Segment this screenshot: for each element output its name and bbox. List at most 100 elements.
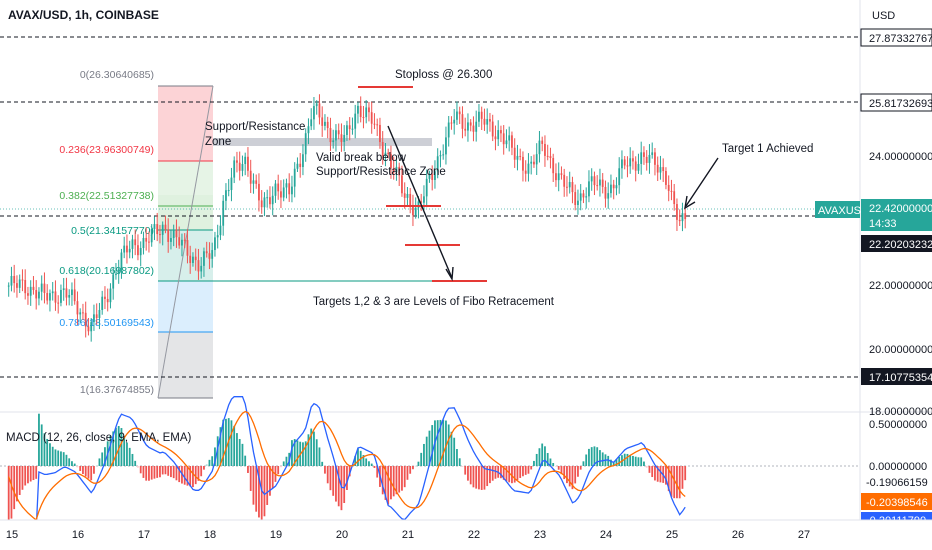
support-resistance-zone[interactable] [213, 138, 432, 146]
candle-body [126, 245, 128, 253]
macd-bar [62, 452, 65, 466]
candle-body [219, 225, 222, 236]
macd-bar [93, 466, 95, 474]
candle-body [337, 130, 340, 135]
fib-label-1: 1(16.37674855) [80, 384, 154, 396]
candle-body [172, 229, 175, 239]
candle-body [626, 165, 629, 167]
candle-body [101, 296, 104, 310]
candle-body [607, 193, 610, 199]
candle-body [533, 161, 535, 165]
candle-body [24, 280, 27, 294]
candle-body [494, 136, 497, 140]
macd-bar [505, 466, 508, 482]
fibonacci-retracement[interactable]: 0(26.30640685) 0.236(23.96300749) 0.382(… [59, 69, 432, 399]
candle-body [109, 288, 112, 303]
horizontal-levels[interactable] [0, 36, 860, 378]
candle-body [593, 176, 596, 186]
time-tick-22: 22 [468, 529, 480, 541]
targets-annotation: Targets 1,2 & 3 are Levels of Fibo Retra… [313, 296, 555, 308]
fib-band-0236-0382 [158, 161, 213, 195]
macd-bar [252, 466, 255, 505]
macd-bar [326, 466, 329, 484]
macd-bar [175, 466, 178, 481]
annotation-arrows[interactable] [387, 125, 719, 282]
candle-body [79, 312, 82, 315]
current-price-label: 22.42000000 [869, 203, 932, 215]
candle-body [247, 156, 249, 171]
breakdown-arrow-line [387, 125, 453, 279]
candle-body [489, 119, 491, 122]
candle-body [142, 237, 145, 249]
candle-body [82, 312, 84, 314]
macd-bar [368, 461, 370, 466]
candle-body [35, 290, 38, 299]
macd-bar [478, 466, 480, 490]
macd-bar [590, 447, 593, 466]
macd-bar [494, 466, 497, 479]
candle-body [21, 279, 24, 281]
candle-body [676, 204, 678, 220]
macd-bar [161, 466, 164, 475]
candle-body [384, 152, 387, 156]
candle-body [307, 126, 310, 134]
fib-label-0786: 0.786(18.50169543) [59, 317, 154, 329]
candle-body [200, 265, 203, 272]
candle-body [667, 184, 670, 191]
macd-bar [392, 466, 395, 497]
candle-body [145, 237, 148, 242]
candle-body [423, 196, 425, 203]
zone-annotation-line1: Support/Resistance [205, 121, 305, 133]
candle-body [357, 105, 359, 114]
macd-bar [205, 464, 208, 466]
macd-bar [197, 466, 200, 481]
macd-bar [126, 442, 128, 466]
candle-body [379, 124, 381, 143]
macd-bar [401, 466, 403, 491]
candle-body [601, 179, 604, 187]
macd-bar [153, 466, 156, 479]
macd-bar [90, 466, 93, 481]
candle-body [161, 224, 164, 235]
macd-bar [145, 466, 148, 481]
macd-bar [340, 466, 343, 511]
macd-bar [428, 430, 431, 466]
candle-body [112, 274, 115, 289]
candle-body [596, 185, 599, 187]
macd-bar [500, 466, 502, 479]
candle-body [192, 256, 194, 263]
candle-body [296, 163, 299, 169]
candle-body [549, 156, 552, 159]
candle-body [486, 119, 489, 125]
time-tick-25: 25 [666, 529, 678, 541]
macd-bar [49, 443, 51, 466]
candle-body [120, 252, 123, 270]
candle-body [68, 295, 71, 298]
candle-body [293, 168, 296, 187]
macd-bar [654, 466, 656, 481]
macd-bar [260, 466, 263, 523]
candle-body [51, 291, 54, 294]
candle-body [10, 275, 13, 286]
candle-body [181, 239, 183, 246]
candle-body [516, 155, 519, 160]
candle-body [310, 119, 313, 127]
macd-bar [172, 466, 175, 479]
signal-value-tag [861, 493, 932, 510]
candle-body [588, 181, 590, 197]
candle-body [260, 200, 263, 208]
macd-bar [365, 458, 368, 466]
price-axis[interactable]: USD 27.87332767 25.81732693 24.00000000 … [815, 0, 932, 550]
candle-body [150, 228, 153, 243]
candle-body [684, 213, 687, 220]
candle-body [29, 286, 32, 296]
macd-pane[interactable]: MACD (12, 26, close, 9, EMA, EMA) [0, 396, 860, 531]
macd-bar [483, 466, 486, 490]
macd-bar [95, 465, 98, 467]
trade-markers[interactable] [358, 86, 487, 282]
macd-bar [376, 466, 379, 478]
candle-body [412, 205, 414, 216]
macd-bar [16, 466, 18, 502]
time-axis[interactable]: 15 16 17 18 19 20 21 22 23 24 25 26 27 [0, 519, 932, 550]
